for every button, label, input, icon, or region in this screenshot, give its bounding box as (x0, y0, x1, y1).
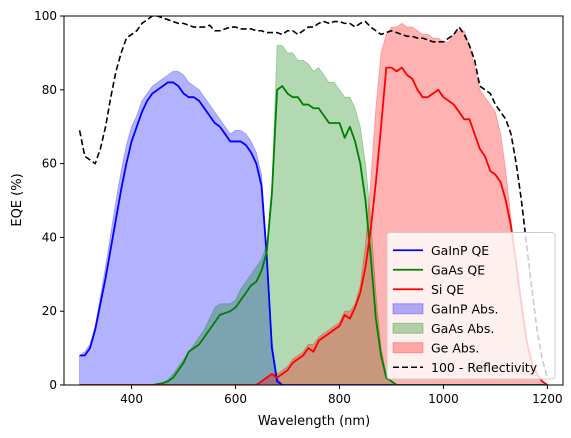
line-gaas-qe (79, 85, 548, 385)
x-tick-label: 800 (328, 392, 351, 406)
x-tick-label: 400 (120, 392, 143, 406)
axes-frame (63, 15, 564, 386)
y-tick-label: 80 (42, 83, 57, 97)
y-tick-label: 20 (42, 304, 57, 318)
x-tick-label: 1200 (532, 392, 563, 406)
y-tick-label: 0 (49, 378, 57, 392)
y-tick-label: 100 (34, 9, 57, 23)
legend-label-gainp-qe: GaInP QE (431, 243, 489, 258)
legend: GaInP QE GaAs QE Si QE GaInP Abs. GaAs Abs. G… (386, 232, 556, 380)
y-tick-label: 60 (42, 157, 57, 171)
legend-swatch-gainp-abs (392, 303, 424, 315)
x-tick-label: 1000 (428, 392, 459, 406)
legend-label-gaas-qe: GaAs QE (431, 262, 485, 277)
y-axis-label: EQE (%) (10, 173, 25, 226)
line-gainp-qe (79, 81, 548, 385)
y-tick-label: 40 (42, 230, 57, 244)
legend-label-si-qe: Si QE (431, 282, 464, 297)
legend-label-ge-abs: Ge Abs. (431, 340, 479, 355)
x-axis-label: Wavelength (nm) (258, 414, 370, 429)
legend-label-gainp-abs: GaInP Abs. (431, 301, 498, 316)
line-100-reflectivity (78, 16, 549, 378)
line-si-qe (79, 66, 548, 385)
legend-label-gaas-abs: GaAs Abs. (431, 321, 494, 336)
area-gaas-abs (79, 45, 548, 385)
x-tick-label: 600 (224, 392, 247, 406)
legend-label-100-reflectivity: 100 - Reflectivity (431, 360, 538, 375)
axes: 400 600 800 1000 1200 0 20 40 60 80 100 (34, 9, 564, 406)
area-gainp-abs (79, 70, 548, 385)
legend-box (386, 232, 556, 380)
legend-swatch-ge-abs (392, 342, 424, 354)
legend-swatch-gaas-abs (392, 322, 424, 334)
